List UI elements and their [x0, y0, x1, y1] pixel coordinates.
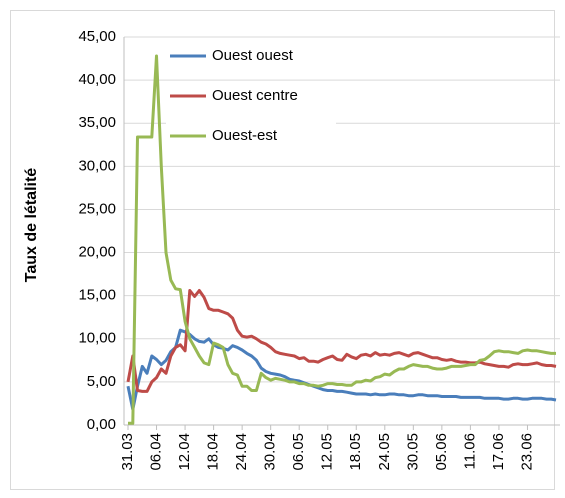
x-tick-label: 24.04	[233, 433, 250, 471]
y-tick-label: 20,00	[78, 244, 116, 261]
x-tick-label: 30.04	[262, 433, 279, 471]
x-tick-label: 18.05	[347, 433, 364, 471]
y-tick-label: 0,00	[87, 416, 116, 433]
x-tick-label: 23.06	[518, 433, 535, 471]
y-tick-label: 10,00	[78, 330, 116, 347]
x-tick-label: 12.05	[319, 433, 336, 471]
x-tick-label: 18.04	[205, 433, 222, 471]
legend-label: Ouest-est	[212, 127, 278, 144]
legend-label: Ouest ouest	[212, 47, 294, 64]
x-tick-label: 06.05	[290, 433, 307, 471]
y-tick-label: 35,00	[78, 114, 116, 131]
legend-label: Ouest centre	[212, 87, 298, 104]
y-tick-label: 45,00	[78, 28, 116, 45]
x-tick-label: 24.05	[376, 433, 393, 471]
x-tick-label: 31.03	[119, 433, 136, 471]
x-tick-label: 06.04	[148, 433, 165, 471]
y-tick-label: 5,00	[87, 373, 116, 390]
series-line	[126, 289, 557, 393]
series-line	[128, 54, 556, 425]
y-axis-label: Taux de létalité	[23, 168, 40, 283]
y-tick-label: 30,00	[78, 157, 116, 174]
y-tick-label: 40,00	[78, 71, 116, 88]
y-tick-label: 15,00	[78, 287, 116, 304]
x-tick-label: 05.06	[433, 433, 450, 471]
y-tick-label: 25,00	[78, 200, 116, 217]
x-tick-label: 30.05	[404, 433, 421, 471]
x-tick-label: 11.06	[461, 433, 478, 469]
x-tick-label: 12.04	[176, 433, 193, 471]
x-tick-label: 17.06	[490, 433, 507, 471]
series-line	[126, 328, 557, 411]
